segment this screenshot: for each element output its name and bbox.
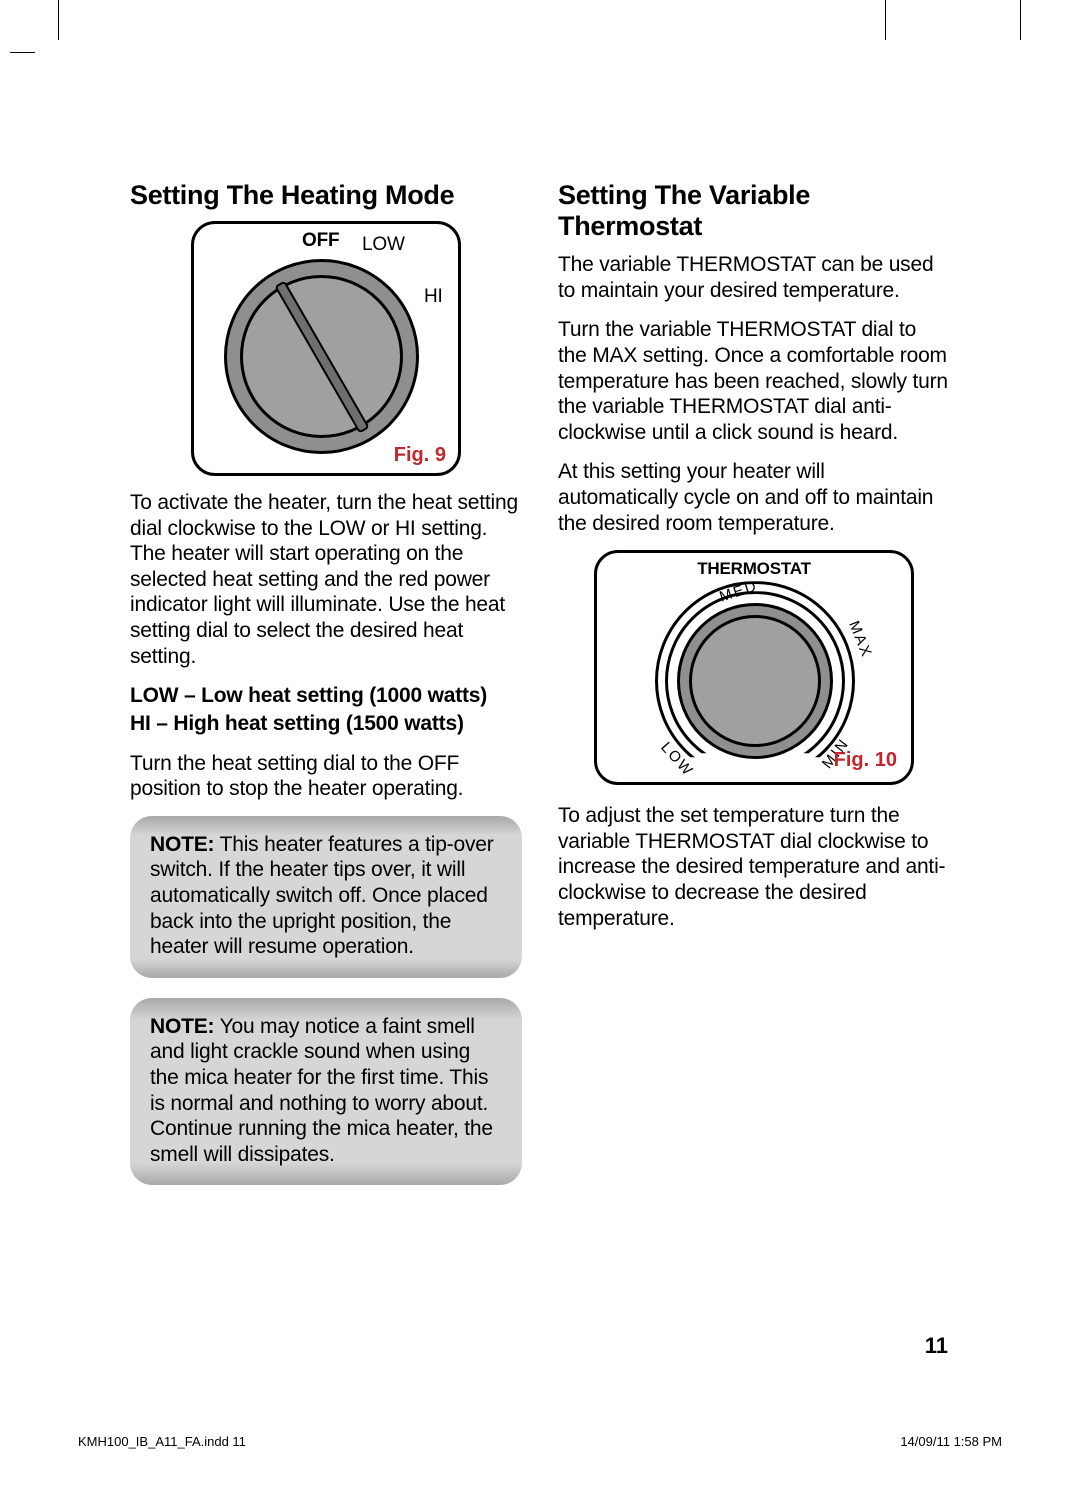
thermostat-dial-inner — [689, 615, 821, 747]
figure-10-caption: Fig. 10 — [834, 749, 897, 772]
para-activate: To activate the heater, turn the heat se… — [130, 490, 522, 669]
figure-9-caption: Fig. 9 — [394, 444, 446, 467]
label-thermostat: THERMOSTAT — [597, 559, 911, 579]
note-label: NOTE: — [150, 833, 214, 856]
print-footer: KMH100_IB_A11_FA.indd 11 14/09/11 1:58 P… — [78, 1434, 1002, 1449]
para-thermostat-1: The variable THERMOSTAT can be used to m… — [558, 252, 950, 303]
note-label: NOTE: — [150, 1015, 214, 1038]
para-thermostat-3: At this setting your heater will automat… — [558, 459, 950, 536]
footer-filename: KMH100_IB_A11_FA.indd 11 — [78, 1434, 246, 1449]
figure-10: THERMOSTAT MED MAX MIN LOW Fig. 10 — [594, 550, 914, 785]
heading-heating-mode: Setting The Heating Mode — [130, 180, 522, 211]
para-thermostat-4: To adjust the set temperature turn the v… — [558, 803, 950, 931]
figure-9: OFF LOW HI Fig. 9 — [191, 221, 461, 476]
label-hi: HI — [424, 286, 443, 308]
left-column: Setting The Heating Mode OFF LOW HI Fig.… — [130, 180, 522, 1205]
right-column: Setting The Variable Thermostat The vari… — [558, 180, 950, 1205]
para-off: Turn the heat setting dial to the OFF po… — [130, 751, 522, 802]
note-box-smell: NOTE: You may notice a faint smell and l… — [130, 998, 522, 1186]
footer-timestamp: 14/09/11 1:58 PM — [900, 1434, 1002, 1449]
setting-hi: HI – High heat setting (1500 watts) — [130, 711, 522, 737]
para-thermostat-2: Turn the variable THERMOSTAT dial to the… — [558, 317, 950, 445]
heat-settings-list: LOW – Low heat setting (1000 watts) HI –… — [130, 683, 522, 736]
label-low: LOW — [362, 234, 405, 256]
page-number: 11 — [925, 1333, 948, 1359]
heading-thermostat: Setting The Variable Thermostat — [558, 180, 950, 242]
crop-marks — [0, 0, 1080, 60]
label-off: OFF — [302, 230, 339, 252]
note-box-tipover: NOTE: This heater features a tip-over sw… — [130, 816, 522, 978]
page-content: Setting The Heating Mode OFF LOW HI Fig.… — [130, 180, 950, 1205]
setting-low: LOW – Low heat setting (1000 watts) — [130, 683, 522, 709]
